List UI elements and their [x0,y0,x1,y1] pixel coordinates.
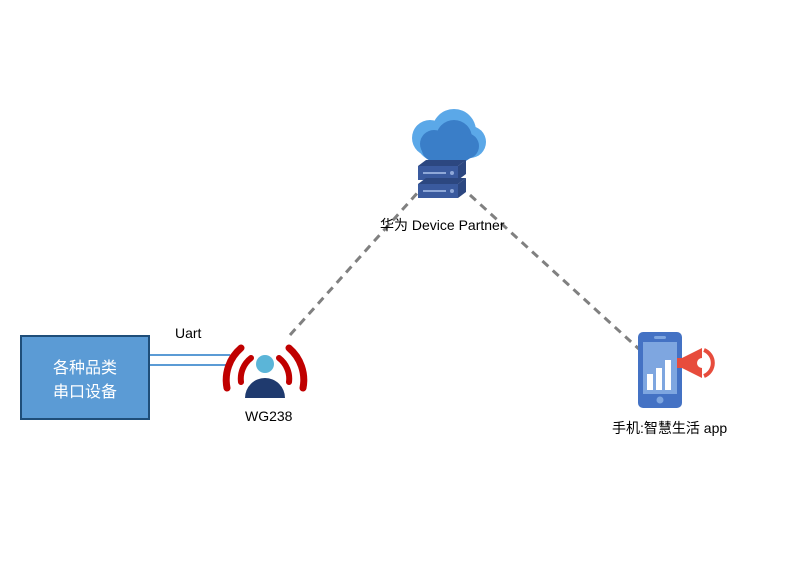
diagram-canvas: { "type": "network", "background_color":… [0,0,800,570]
wg238-label: WG238 [245,408,292,424]
phone-app-icon [638,332,713,408]
cloud-label: 华为 Device Partner [380,215,504,235]
uart-label: Uart [175,325,201,341]
serial-box-line1: 各种品类 [53,354,117,378]
serial-box-line2: 串口设备 [53,378,117,402]
phone-label: 手机:智慧生活 app [612,418,727,438]
connections-layer [0,0,800,570]
cloud-server-icon [412,109,486,198]
serial-devices-box: 各种品类 串口设备 [20,335,150,420]
wifi-module-icon [226,348,304,398]
